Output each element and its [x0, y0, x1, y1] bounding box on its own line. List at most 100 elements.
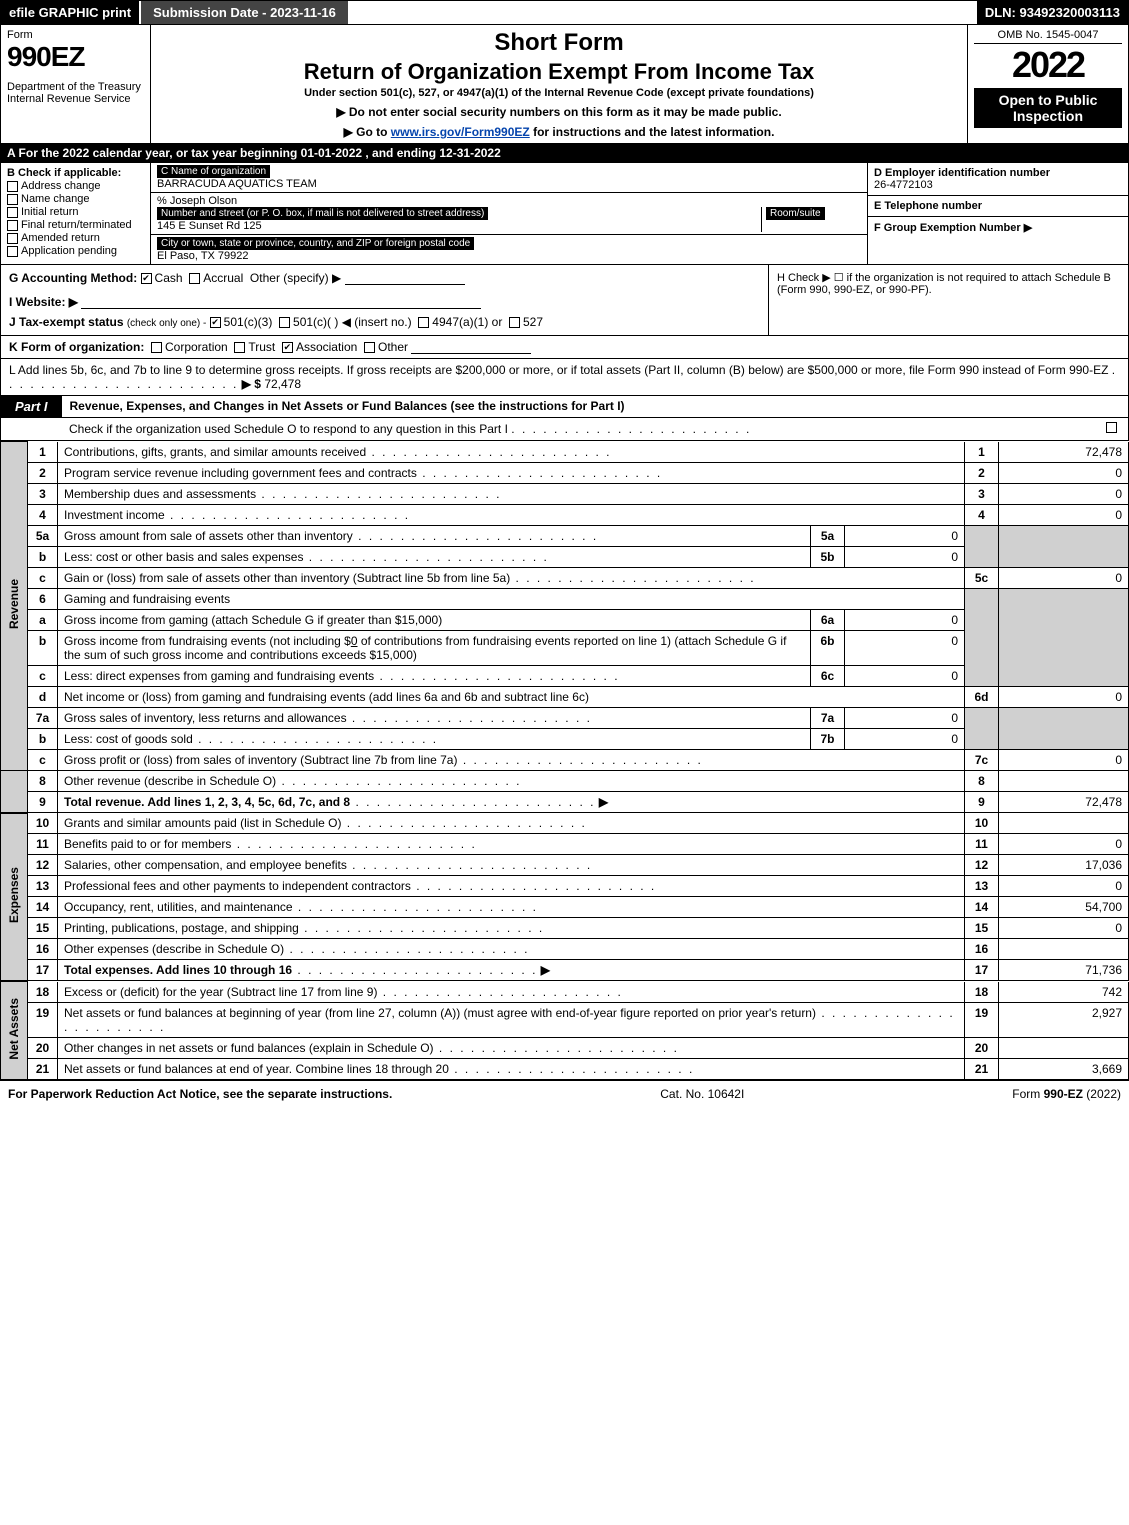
dots-icon	[347, 711, 592, 725]
dots-icon	[374, 669, 619, 683]
topbar: efile GRAPHIC print Submission Date - 20…	[0, 0, 1129, 25]
j-527: 527	[523, 315, 543, 329]
line-ref: 15	[965, 918, 999, 939]
line-num: 12	[28, 855, 58, 876]
checkbox-accrual-icon[interactable]	[189, 273, 200, 284]
checkbox-4947-icon[interactable]	[418, 317, 429, 328]
dots-icon	[231, 837, 476, 851]
line-desc: Occupancy, rent, utilities, and maintena…	[58, 897, 965, 918]
dots-icon	[511, 422, 751, 436]
dots-icon	[350, 795, 595, 809]
line-num: 16	[28, 939, 58, 960]
mini-line-value: 0	[845, 707, 965, 728]
website-input[interactable]	[81, 297, 481, 309]
goto-pre: ▶ Go to	[344, 125, 391, 139]
arrow-icon: ▶	[541, 963, 550, 977]
line-value: 0	[999, 876, 1129, 897]
checkbox-other-icon[interactable]	[364, 342, 375, 353]
irs-link[interactable]: www.irs.gov/Form990EZ	[391, 125, 530, 139]
line-value: 2,927	[999, 1002, 1129, 1037]
form-ref-form: 990-EZ	[1044, 1087, 1083, 1101]
under-section-label: Under section 501(c), 527, or 4947(a)(1)…	[159, 87, 959, 99]
checkbox-501c3-icon[interactable]: ✔	[210, 317, 221, 328]
submission-date-label: Submission Date - 2023-11-16	[139, 1, 350, 24]
header-left: Form 990EZ Department of the Treasury In…	[1, 25, 151, 143]
checkbox-trust-icon[interactable]	[234, 342, 245, 353]
check-amended-return[interactable]: Amended return	[7, 232, 144, 244]
header-right: OMB No. 1545-0047 2022 Open to Public In…	[968, 25, 1128, 143]
netassets-table: Net Assets 18 Excess or (deficit) for th…	[0, 981, 1129, 1080]
line-value: 71,736	[999, 960, 1129, 981]
form-ref-pre: Form	[1012, 1087, 1043, 1101]
mini-line-value: 0	[845, 525, 965, 546]
shaded-cell	[999, 525, 1129, 567]
irs-label: Internal Revenue Service	[7, 93, 144, 105]
mini-line-ref: 6b	[811, 630, 845, 665]
line-value	[999, 813, 1129, 834]
other-specify-input[interactable]	[345, 273, 465, 285]
section-l-value: 72,478	[264, 377, 301, 391]
page-footer: For Paperwork Reduction Act Notice, see …	[0, 1080, 1129, 1107]
efile-print-label[interactable]: efile GRAPHIC print	[1, 1, 139, 24]
checkbox-cash-icon[interactable]: ✔	[141, 273, 152, 284]
checkbox-assoc-icon[interactable]: ✔	[282, 342, 293, 353]
checkbox-501c-icon[interactable]	[279, 317, 290, 328]
part-i-checkbox-icon[interactable]	[1106, 422, 1117, 433]
dots-icon	[299, 921, 544, 935]
part-i-tab: Part I	[1, 396, 62, 417]
dots-icon	[256, 487, 501, 501]
k-assoc: Association	[296, 340, 357, 354]
check-name-change[interactable]: Name change	[7, 193, 144, 205]
group-exemption-label: F Group Exemption Number ▶	[874, 222, 1032, 234]
shaded-cell	[999, 707, 1129, 749]
k-other-input[interactable]	[411, 342, 531, 354]
expenses-sidebar: Expenses	[1, 813, 28, 981]
section-d-e-f: D Employer identification number 26-4772…	[868, 163, 1128, 264]
line-ref: 17	[965, 960, 999, 981]
checkbox-corp-icon[interactable]	[151, 342, 162, 353]
line-num: c	[28, 567, 58, 588]
line-num: 14	[28, 897, 58, 918]
section-h: H Check ▶ ☐ if the organization is not r…	[768, 265, 1128, 335]
line-num: 8	[28, 770, 58, 791]
checkbox-icon[interactable]	[7, 233, 18, 244]
line-desc: Gross amount from sale of assets other t…	[58, 525, 811, 546]
section-i-label: I Website: ▶	[9, 295, 78, 309]
checkbox-icon[interactable]	[7, 194, 18, 205]
ein-value: 26-4772103	[874, 179, 1122, 191]
line-desc: Less: direct expenses from gaming and fu…	[58, 665, 811, 686]
line-ref: 8	[965, 770, 999, 791]
accrual-label: Accrual	[203, 271, 243, 285]
mini-line-ref: 5b	[811, 546, 845, 567]
line-desc: Printing, publications, postage, and shi…	[58, 918, 965, 939]
ssn-warning: ▶ Do not enter social security numbers o…	[159, 105, 959, 119]
check-initial-return[interactable]: Initial return	[7, 206, 144, 218]
line-value: 742	[999, 982, 1129, 1003]
line-desc: Professional fees and other payments to …	[58, 876, 965, 897]
checkbox-icon[interactable]	[7, 246, 18, 257]
dots-icon	[411, 879, 656, 893]
checkbox-icon[interactable]	[7, 181, 18, 192]
checkbox-icon[interactable]	[7, 220, 18, 231]
check-final-return[interactable]: Final return/terminated	[7, 219, 144, 231]
section-j-label: J Tax-exempt status	[9, 315, 124, 329]
netassets-sidebar: Net Assets	[1, 982, 28, 1080]
section-b: B Check if applicable: Address change Na…	[1, 163, 151, 264]
open-to-public-badge: Open to Public Inspection	[974, 88, 1122, 128]
section-c: C Name of organization BARRACUDA AQUATIC…	[151, 163, 868, 264]
check-initial-return-label: Initial return	[21, 206, 78, 218]
k-corp: Corporation	[165, 340, 228, 354]
dots-icon	[347, 858, 592, 872]
shaded-cell	[965, 525, 999, 567]
mini-line-value: 0	[845, 546, 965, 567]
form-header: Form 990EZ Department of the Treasury In…	[0, 25, 1129, 144]
revenue-sidebar-label: Revenue	[7, 579, 21, 629]
check-application-pending[interactable]: Application pending	[7, 245, 144, 257]
line-desc: Net income or (loss) from gaming and fun…	[58, 686, 965, 707]
check-address-change[interactable]: Address change	[7, 180, 144, 192]
line-desc: Gain or (loss) from sale of assets other…	[58, 567, 965, 588]
line-num: 9	[28, 791, 58, 812]
checkbox-icon[interactable]	[7, 207, 18, 218]
checkbox-527-icon[interactable]	[509, 317, 520, 328]
line-value: 0	[999, 462, 1129, 483]
